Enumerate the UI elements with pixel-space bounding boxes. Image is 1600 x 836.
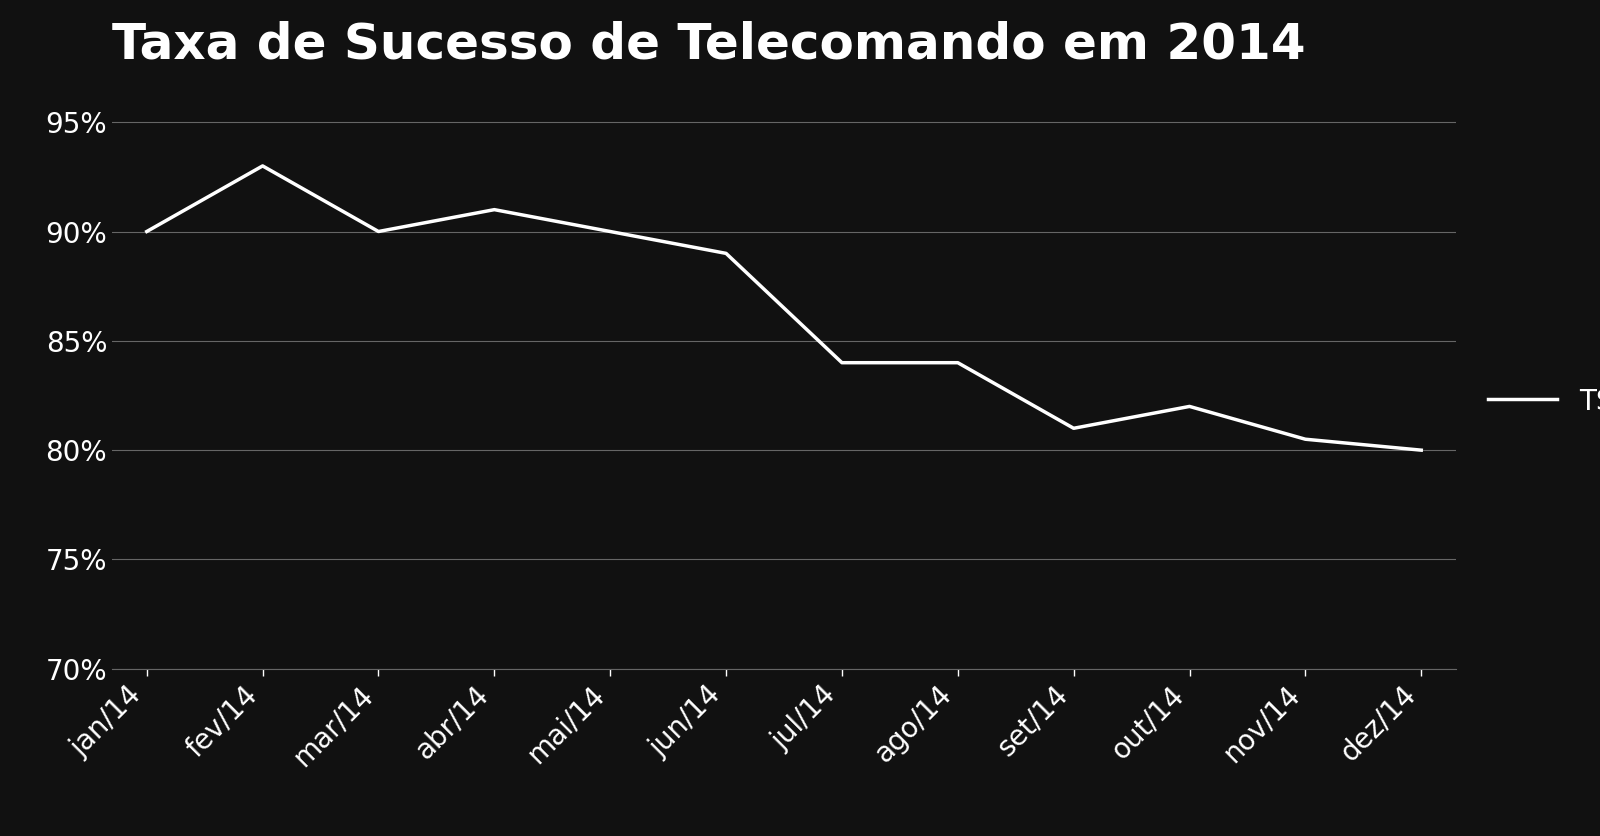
TST — [1179, 401, 1198, 411]
TST — [600, 227, 619, 237]
TST — [138, 227, 157, 237]
TST — [253, 161, 272, 171]
TST — [485, 205, 504, 215]
TST — [1064, 423, 1083, 433]
TST — [1296, 434, 1315, 444]
TST — [370, 227, 389, 237]
Text: Taxa de Sucesso de Telecomando em 2014: Taxa de Sucesso de Telecomando em 2014 — [112, 21, 1306, 69]
TST — [717, 248, 736, 258]
TST — [832, 358, 851, 368]
Line: TST: TST — [147, 166, 1421, 450]
Legend: TST: TST — [1477, 376, 1600, 426]
TST — [949, 358, 968, 368]
TST — [1411, 445, 1430, 455]
